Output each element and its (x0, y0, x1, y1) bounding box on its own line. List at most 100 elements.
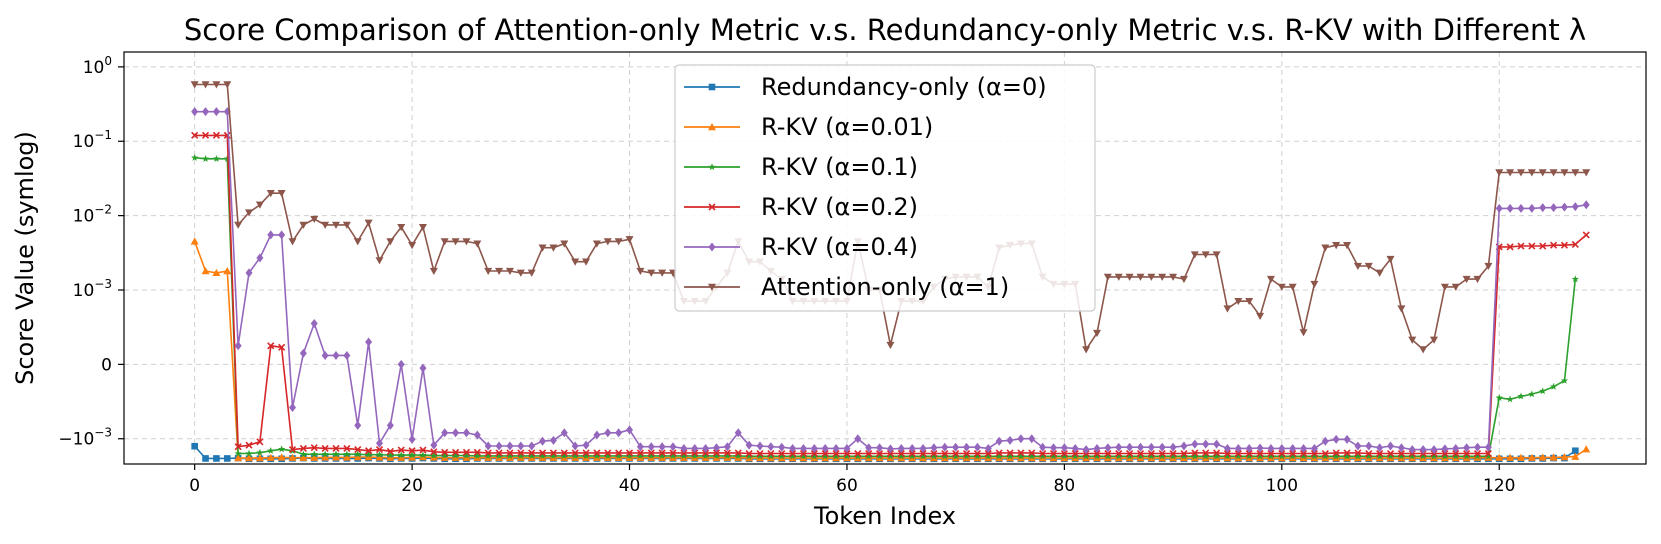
data-point (288, 453, 297, 461)
data-point (440, 453, 449, 461)
data-point (604, 428, 612, 438)
data-point (310, 450, 318, 458)
data-point (1343, 452, 1351, 460)
data-point (364, 219, 373, 227)
data-point (451, 451, 460, 459)
data-point (505, 267, 514, 276)
data-point (549, 244, 558, 252)
data-point (1223, 449, 1232, 458)
data-point (1354, 449, 1362, 457)
data-point (1354, 441, 1362, 451)
data-point (1527, 453, 1536, 461)
data-point (1017, 434, 1025, 444)
data-point (854, 449, 862, 458)
data-point (1277, 283, 1286, 291)
data-point (1343, 434, 1351, 444)
data-point (473, 448, 481, 456)
legend-item: R-KV (α=0.2) (684, 193, 918, 221)
data-point (528, 441, 536, 451)
data-point (1560, 453, 1569, 461)
data-point (375, 438, 383, 448)
data-point (1452, 449, 1460, 458)
data-point (1386, 452, 1395, 460)
data-point (245, 449, 253, 457)
data-point (1430, 452, 1438, 460)
data-point (223, 155, 231, 162)
data-point (1147, 452, 1155, 460)
data-point (1234, 297, 1243, 306)
data-point (1397, 305, 1406, 313)
data-point (1310, 443, 1318, 453)
data-point (962, 452, 971, 460)
data-point (1060, 449, 1068, 458)
data-point (1343, 449, 1351, 457)
data-point (1147, 273, 1156, 281)
data-point (854, 452, 862, 460)
data-point (1256, 312, 1265, 321)
data-point (353, 238, 362, 246)
data-point (1006, 435, 1014, 445)
data-point (1386, 255, 1395, 264)
data-point (1093, 449, 1101, 458)
data-point (582, 449, 590, 457)
data-point (1365, 452, 1373, 460)
data-point (1213, 449, 1221, 457)
data-point (626, 425, 634, 435)
data-point (430, 451, 438, 459)
data-point (647, 449, 655, 457)
data-point (560, 428, 568, 438)
data-point (1071, 449, 1079, 458)
data-point (658, 442, 666, 452)
data-point (1560, 169, 1569, 177)
data-point (1419, 346, 1428, 354)
data-point (1180, 441, 1188, 451)
data-point (299, 453, 308, 461)
data-point (571, 258, 580, 266)
data-point (1310, 452, 1319, 460)
data-point (267, 342, 275, 350)
legend-marker (708, 242, 716, 252)
data-point (1093, 452, 1101, 460)
data-point (1017, 449, 1025, 457)
data-point (223, 81, 232, 89)
data-point (984, 452, 992, 460)
data-point (897, 443, 905, 453)
data-point (702, 443, 710, 453)
data-point (234, 221, 243, 229)
data-point (1028, 449, 1036, 457)
data-point (1452, 443, 1460, 453)
data-point (1103, 273, 1112, 281)
data-point (745, 452, 753, 460)
data-point (636, 449, 644, 457)
data-point (723, 442, 731, 452)
data-point (1212, 452, 1221, 460)
data-point (843, 443, 851, 453)
legend-marker (708, 83, 716, 91)
data-point (255, 454, 264, 462)
data-point (354, 450, 362, 458)
legend-label: R-KV (α=0.1) (761, 153, 918, 181)
legend-box (674, 64, 1096, 312)
data-point (191, 153, 199, 161)
y-tick-label: 100 (83, 54, 112, 78)
data-point (1266, 275, 1275, 284)
plot-frame (123, 51, 1647, 465)
data-point (1278, 452, 1286, 460)
data-point (213, 455, 220, 462)
x-tick-label: 60 (836, 476, 858, 496)
data-point (299, 348, 307, 358)
data-point (473, 452, 481, 459)
data-point (321, 350, 329, 360)
data-point (234, 443, 242, 451)
data-point (778, 442, 786, 452)
data-point (1006, 452, 1014, 460)
data-point (1180, 452, 1188, 460)
data-point (745, 449, 753, 458)
data-point (962, 449, 971, 458)
data-point (1332, 434, 1340, 444)
data-point (723, 452, 731, 459)
data-point (364, 450, 373, 458)
data-point (375, 453, 384, 461)
data-point (625, 452, 634, 459)
